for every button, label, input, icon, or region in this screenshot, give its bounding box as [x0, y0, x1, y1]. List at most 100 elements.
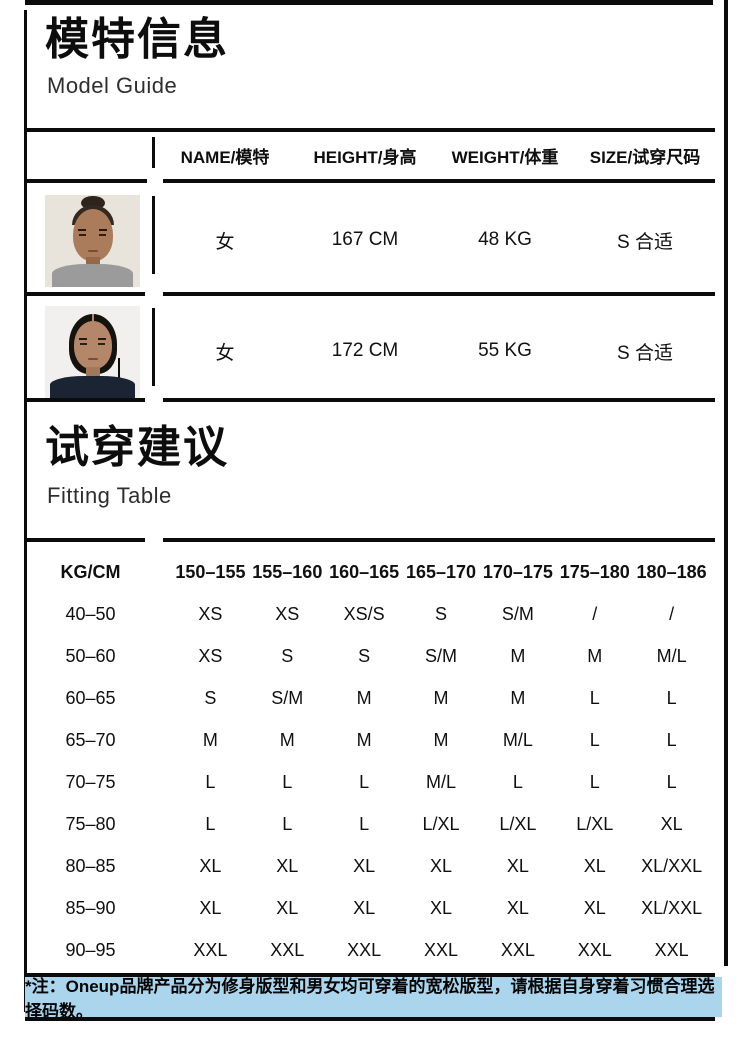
size-cell: XXL: [654, 939, 689, 960]
divider-below-models-right: [163, 398, 715, 402]
size-cell: M: [356, 729, 372, 750]
model-1-brow: [78, 229, 86, 231]
size-cell: L: [589, 771, 600, 792]
size-cell: L: [282, 771, 293, 792]
frame-left-line: [24, 10, 27, 1012]
size-cell: S: [358, 645, 371, 666]
model-2-brow: [79, 338, 87, 340]
weight-range-label: 80–85: [65, 855, 116, 876]
size-cell: XL: [353, 855, 376, 876]
weight-range-label: 50–60: [65, 645, 116, 666]
weight-range-label: 70–75: [65, 771, 116, 792]
fitting-row: 70–75 L L L M/L L L L: [25, 761, 710, 803]
size-cell: XL: [583, 897, 606, 918]
fitting-row: 65–70 M M M M M/L L L: [25, 719, 710, 761]
weight-range-label: 60–65: [65, 687, 116, 708]
model-row-1-divider: [152, 196, 155, 274]
size-cell: L: [205, 813, 216, 834]
size-cell: XXL: [423, 939, 459, 960]
model-2-gender: 女: [215, 342, 235, 364]
size-cell: L: [589, 729, 600, 750]
divider-below-header-left: [25, 179, 147, 183]
size-cell: XS/S: [343, 603, 385, 624]
size-cell: XXL: [347, 939, 382, 960]
model-1-size: S 合适: [617, 231, 673, 253]
footer-note-text: *注：Oneup品牌产品分为修身版型和男女均可穿着的宽松版型，请根据自身穿着习惯…: [25, 977, 715, 1021]
divider-between-rows-left: [25, 292, 145, 296]
weight-range-label: 90–95: [65, 939, 116, 960]
model-2-hair-strand: [118, 358, 120, 390]
height-column-header: 175–180: [559, 561, 630, 582]
footer-top-bar: [25, 973, 715, 977]
size-cell: M/L: [426, 771, 457, 792]
size-cell: XS: [198, 603, 223, 624]
fitting-row: 90–95 XXL XXL XXL XXL XXL XXL XXL: [25, 929, 710, 971]
size-cell: M/L: [656, 645, 687, 666]
size-cell: L: [512, 771, 523, 792]
height-column-header: 165–170: [405, 561, 477, 582]
height-column-header: 180–186: [636, 561, 707, 582]
size-cell: S/M: [425, 645, 458, 666]
size-cell: L: [666, 729, 677, 750]
size-cell: S: [435, 603, 448, 624]
size-cell: XL: [353, 897, 376, 918]
weight-range-label: 75–80: [65, 813, 116, 834]
fitting-table-header: KG/CM 150–155 155–160 160–165 165–170 17…: [25, 551, 710, 593]
corner-label: KG/CM: [60, 561, 121, 582]
height-column-header: 150–155: [175, 561, 246, 582]
size-cell: S/M: [271, 687, 304, 708]
column-header-name: NAME/模特: [180, 147, 270, 167]
divider-below-fitting-title-right: [163, 538, 715, 542]
size-cell: S: [204, 687, 217, 708]
size-cell: M: [279, 729, 295, 750]
frame-right-line: [724, 0, 728, 966]
size-cell: XL: [583, 855, 606, 876]
size-cell: L: [666, 771, 677, 792]
size-cell: L: [589, 687, 600, 708]
model-table-header: NAME/模特 HEIGHT/身高 WEIGHT/体重 SIZE/试穿尺码: [155, 133, 715, 177]
model-2-mouth: [88, 358, 98, 360]
footer-note-band: *注：Oneup品牌产品分为修身版型和男女均可穿着的宽松版型，请根据自身穿着习惯…: [25, 977, 722, 1021]
size-cell: M: [510, 687, 526, 708]
size-cell: XS: [275, 603, 300, 624]
footer-bottom-bar: [25, 1017, 715, 1021]
size-cell: /: [592, 603, 598, 624]
size-cell: L: [205, 771, 216, 792]
size-cell: XL: [276, 897, 299, 918]
fitting-section-title: 试穿建议: [45, 423, 229, 472]
size-cell: L: [359, 813, 370, 834]
fitting-row: 50–60 XS S S S/M M M M/L: [25, 635, 710, 677]
model-header-divider: [152, 137, 155, 168]
size-cell: M: [510, 645, 526, 666]
model-row-2-divider: [152, 308, 155, 386]
size-cell: XL: [199, 855, 222, 876]
divider-below-models-left: [25, 398, 145, 402]
fitting-table: KG/CM 150–155 155–160 160–165 165–170 17…: [25, 551, 710, 971]
model-1-brow: [99, 229, 107, 231]
size-cell: M: [433, 687, 449, 708]
size-cell: XXL: [270, 939, 305, 960]
model-2-height: 172 CM: [331, 340, 399, 361]
size-cell: S: [281, 645, 294, 666]
model-1-weight: 48 KG: [478, 229, 532, 250]
size-cell: XL/XXL: [641, 897, 703, 918]
size-cell: XXL: [577, 939, 612, 960]
model-2-size: S 合适: [617, 342, 673, 364]
model-1-eye: [99, 234, 106, 236]
size-cell: L: [282, 813, 293, 834]
size-cell: XL: [199, 897, 222, 918]
model-2-hair-part: [92, 314, 94, 322]
size-cell: M: [433, 729, 449, 750]
height-column-header: 155–160: [252, 561, 323, 582]
fitting-row: 40–50 XS XS XS/S S S/M / /: [25, 593, 710, 635]
fitting-row: 60–65 S S/M M M M L L: [25, 677, 710, 719]
model-2-eye: [98, 343, 105, 345]
model-1-gender: 女: [215, 231, 235, 253]
size-cell: M/L: [502, 729, 533, 750]
model-1-mouth: [88, 250, 98, 252]
model-2-eye: [80, 343, 87, 345]
size-cell: XXL: [500, 939, 535, 960]
size-cell: XL: [276, 855, 299, 876]
divider-below-header-right: [163, 179, 715, 183]
